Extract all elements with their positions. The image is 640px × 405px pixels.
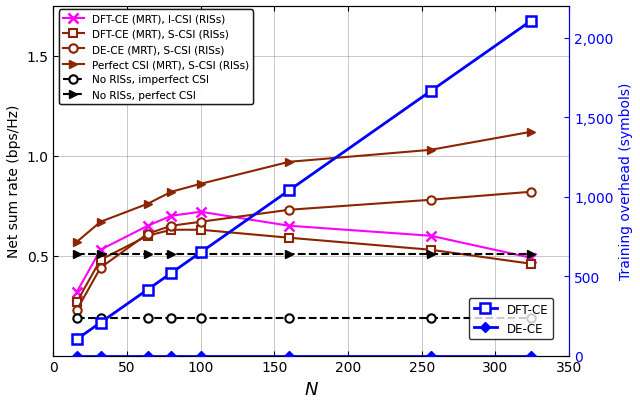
DFT-CE (97, 320, 104, 325)
Line: No RISs, imperfect CSI: No RISs, imperfect CSI (73, 314, 535, 322)
Line: Perfect CSI (MRT), S-CSI (RISs): Perfect CSI (MRT), S-CSI (RISs) (73, 128, 535, 246)
No RISs, imperfect CSI (527, 315, 534, 320)
Perfect CSI (MRT), S-CSI (RISs) (197, 182, 205, 187)
No RISs, perfect CSI (97, 252, 104, 256)
DFT-CE (MRT), I-CSI (RISs) (144, 224, 152, 229)
DE-CE (168, 353, 175, 358)
DFT-CE (MRT), S-CSI (RISs) (97, 258, 104, 262)
DFT-CE (MRT), S-CSI (RISs) (168, 228, 175, 232)
DE-CE (MRT), S-CSI (RISs) (144, 232, 152, 237)
Legend: DFT-CE, DE-CE: DFT-CE, DE-CE (468, 298, 553, 339)
DFT-CE (427, 90, 435, 94)
No RISs, perfect CSI (285, 252, 293, 256)
DFT-CE (MRT), S-CSI (RISs) (427, 248, 435, 253)
DE-CE (97, 353, 104, 358)
Perfect CSI (MRT), S-CSI (RISs) (97, 220, 104, 225)
DFT-CE (MRT), S-CSI (RISs) (73, 300, 81, 305)
DFT-CE (144, 288, 152, 292)
Legend: DFT-CE (MRT), I-CSI (RISs), DFT-CE (MRT), S-CSI (RISs), DE-CE (MRT), S-CSI (RISs: DFT-CE (MRT), I-CSI (RISs), DFT-CE (MRT)… (58, 11, 253, 104)
DFT-CE (MRT), S-CSI (RISs) (144, 234, 152, 239)
DE-CE (MRT), S-CSI (RISs) (427, 198, 435, 203)
DFT-CE (168, 271, 175, 276)
No RISs, imperfect CSI (427, 315, 435, 320)
Y-axis label: Training overhead (symbols): Training overhead (symbols) (619, 83, 633, 280)
DE-CE (MRT), S-CSI (RISs) (168, 224, 175, 229)
Perfect CSI (MRT), S-CSI (RISs) (144, 202, 152, 207)
X-axis label: $N$: $N$ (304, 380, 319, 398)
DFT-CE (527, 19, 534, 24)
DE-CE (73, 353, 81, 358)
No RISs, imperfect CSI (97, 315, 104, 320)
DE-CE (MRT), S-CSI (RISs) (73, 307, 81, 312)
DFT-CE (MRT), I-CSI (RISs) (73, 290, 81, 294)
DE-CE (MRT), S-CSI (RISs) (97, 266, 104, 271)
DFT-CE (MRT), I-CSI (RISs) (527, 256, 534, 260)
Perfect CSI (MRT), S-CSI (RISs) (73, 240, 81, 245)
Line: No RISs, perfect CSI: No RISs, perfect CSI (73, 250, 535, 258)
No RISs, imperfect CSI (168, 315, 175, 320)
DE-CE (MRT), S-CSI (RISs) (285, 208, 293, 213)
DFT-CE (MRT), I-CSI (RISs) (285, 224, 293, 229)
No RISs, imperfect CSI (73, 315, 81, 320)
No RISs, perfect CSI (168, 252, 175, 256)
No RISs, imperfect CSI (197, 315, 205, 320)
Line: DFT-CE (MRT), I-CSI (RISs): DFT-CE (MRT), I-CSI (RISs) (72, 207, 536, 297)
DFT-CE (197, 250, 205, 255)
DE-CE (527, 353, 534, 358)
DE-CE (285, 353, 293, 358)
DFT-CE (MRT), I-CSI (RISs) (427, 234, 435, 239)
DFT-CE (73, 337, 81, 342)
DFT-CE (MRT), I-CSI (RISs) (168, 214, 175, 219)
DFT-CE (MRT), S-CSI (RISs) (527, 262, 534, 266)
No RISs, perfect CSI (427, 252, 435, 256)
DE-CE (MRT), S-CSI (RISs) (527, 190, 534, 195)
Line: DE-CE (MRT), S-CSI (RISs): DE-CE (MRT), S-CSI (RISs) (73, 188, 535, 314)
Perfect CSI (MRT), S-CSI (RISs) (168, 190, 175, 195)
Y-axis label: Net sum rate (bps/Hz): Net sum rate (bps/Hz) (7, 105, 21, 258)
Line: DFT-CE: DFT-CE (72, 17, 536, 344)
Line: DE-CE: DE-CE (74, 352, 534, 359)
No RISs, imperfect CSI (285, 315, 293, 320)
DE-CE (144, 353, 152, 358)
DE-CE (427, 353, 435, 358)
DE-CE (MRT), S-CSI (RISs) (197, 220, 205, 225)
No RISs, perfect CSI (73, 252, 81, 256)
DE-CE (197, 353, 205, 358)
DFT-CE (285, 188, 293, 193)
No RISs, perfect CSI (144, 252, 152, 256)
Line: DFT-CE (MRT), S-CSI (RISs): DFT-CE (MRT), S-CSI (RISs) (73, 226, 535, 306)
DFT-CE (MRT), S-CSI (RISs) (285, 236, 293, 241)
Perfect CSI (MRT), S-CSI (RISs) (427, 148, 435, 153)
No RISs, perfect CSI (527, 252, 534, 256)
DFT-CE (MRT), I-CSI (RISs) (197, 210, 205, 215)
Perfect CSI (MRT), S-CSI (RISs) (527, 130, 534, 135)
DFT-CE (MRT), S-CSI (RISs) (197, 228, 205, 232)
No RISs, perfect CSI (197, 252, 205, 256)
DFT-CE (MRT), I-CSI (RISs) (97, 248, 104, 253)
Perfect CSI (MRT), S-CSI (RISs) (285, 160, 293, 165)
No RISs, imperfect CSI (144, 315, 152, 320)
